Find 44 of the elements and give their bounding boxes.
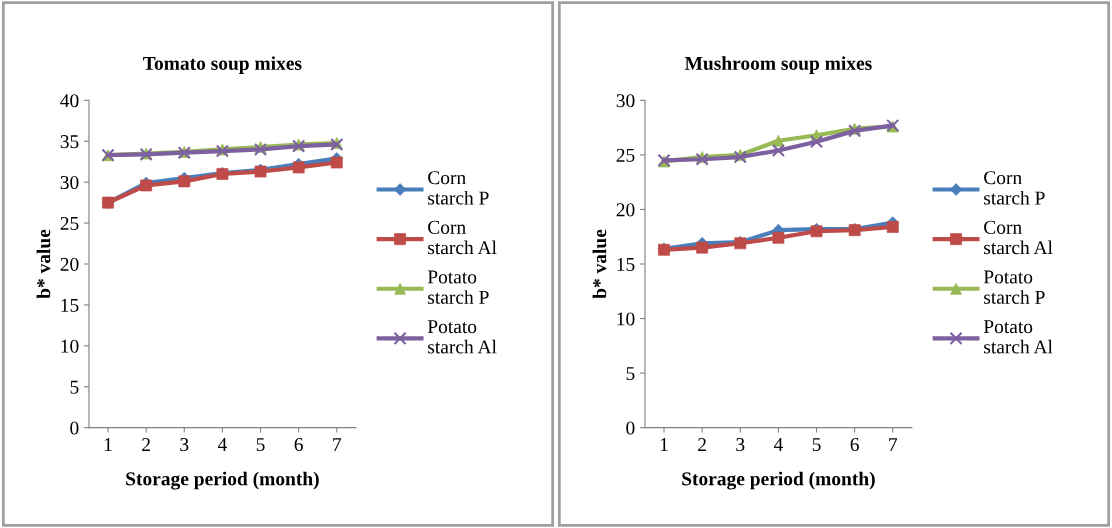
y-tick-label: 20: [616, 203, 635, 217]
y-tick-label: 40: [60, 94, 79, 108]
y-tick-label: 35: [60, 135, 79, 149]
y-tick-label: 5: [626, 367, 635, 381]
y-tick-label: 30: [60, 175, 79, 190]
legend-label: Potato starch P: [983, 270, 1045, 304]
x-tick-label: 6: [294, 438, 303, 452]
x-tick-label: 2: [142, 438, 150, 451]
legend-label: Corn starch Al: [428, 220, 497, 255]
y-tick-label: 10: [617, 312, 635, 326]
y-tick-label: 30: [616, 94, 635, 108]
x-tick-label: 4: [773, 438, 783, 451]
y-tick-label: 15: [617, 257, 635, 271]
x-tick-label: 5: [256, 438, 265, 452]
legend-label: Potato starch Al: [427, 320, 497, 354]
x-tick-label: 7: [889, 438, 898, 451]
legend-label: Corn starch P: [428, 171, 489, 205]
chart-title: Mushroom soup mixes: [684, 56, 872, 74]
legend-label: Corn starch Al: [984, 220, 1053, 255]
x-tick-label: 1: [660, 438, 668, 451]
x-tick-label: 2: [698, 438, 706, 451]
y-tick-label: 25: [616, 148, 635, 162]
y-axis-title: b* value: [36, 229, 51, 299]
y-axis-title: b* value: [592, 229, 607, 299]
legend-label: Potato starch Al: [983, 320, 1053, 354]
x-tick-label: 7: [333, 438, 342, 451]
x-axis-title: Storage period (month): [126, 471, 319, 490]
y-tick-label: 20: [60, 257, 79, 271]
y-tick-label: 15: [61, 298, 79, 312]
x-tick-label: 3: [180, 438, 189, 452]
x-tick-label: 4: [217, 438, 227, 451]
x-tick-label: 1: [104, 438, 112, 451]
legend-label: Corn starch P: [984, 171, 1045, 205]
legend-label: Potato starch P: [427, 270, 489, 304]
x-tick-label: 3: [736, 438, 745, 452]
y-tick-label: 25: [60, 216, 79, 231]
x-tick-label: 5: [812, 438, 821, 452]
x-axis-title: Storage period (month): [682, 471, 875, 490]
x-tick-label: 6: [850, 438, 859, 452]
y-tick-label: 0: [70, 421, 79, 435]
y-tick-label: 0: [626, 421, 635, 435]
y-tick-label: 5: [70, 380, 79, 394]
chart-title: Tomato soup mixes: [143, 56, 302, 74]
y-tick-label: 10: [61, 339, 79, 353]
